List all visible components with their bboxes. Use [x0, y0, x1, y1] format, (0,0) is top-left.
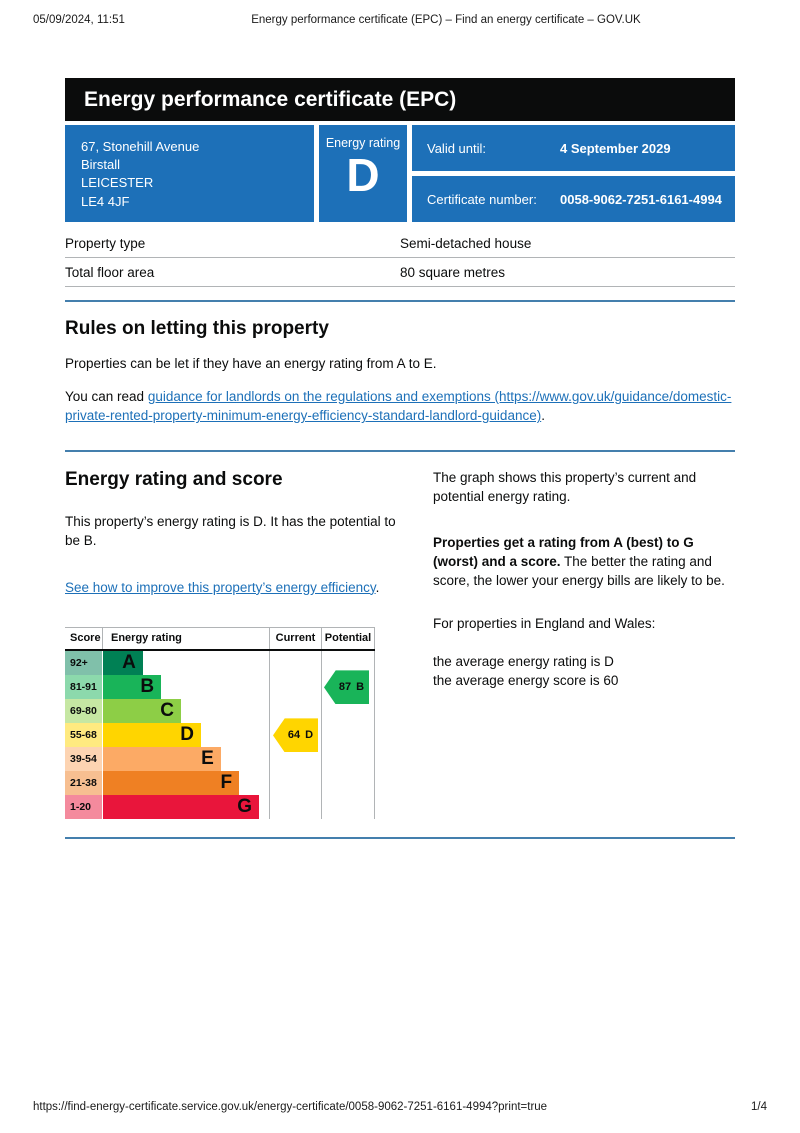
- energy-rating-value: D: [346, 149, 380, 201]
- band-score-range: 55-68: [65, 723, 103, 748]
- rules-read-prefix: You can read: [65, 388, 148, 404]
- epc-band-row: 92+ A: [65, 651, 375, 676]
- section-divider: [65, 837, 735, 840]
- row-value: 80 square metres: [400, 265, 506, 280]
- potential-score: 87: [338, 681, 352, 694]
- epc-band-row: 21-38 F: [65, 771, 375, 796]
- band-letter: B: [140, 676, 155, 698]
- certificate-number-box: Certificate number: 0058-9062-7251-6161-…: [412, 176, 735, 222]
- section-divider: [65, 300, 735, 302]
- table-row: Property type Semi-detached house: [65, 229, 735, 258]
- average-score-line: the average energy score is 60: [433, 672, 619, 688]
- address-line: Birstall: [81, 157, 121, 173]
- graph-description: The graph shows this property’s current …: [433, 469, 697, 504]
- valid-until-label: Valid until:: [427, 140, 487, 156]
- chart-header-score: Score: [65, 628, 103, 650]
- current-band: D: [305, 729, 314, 742]
- footer-url: https://find-energy-certificate.service.…: [33, 1101, 548, 1113]
- print-footer: https://find-energy-certificate.service.…: [33, 1101, 767, 1113]
- valid-until-box: Valid until: 4 September 2029: [412, 125, 735, 171]
- band-score-range: 81-91: [65, 675, 103, 700]
- chart-header-rating: Energy rating: [103, 628, 270, 650]
- certificate-number-value: 0058-9062-7251-6161-4994: [560, 191, 722, 207]
- print-date: 05/09/2024, 11:51: [33, 14, 125, 26]
- rating-left-column: Energy rating and score This property’s …: [65, 469, 397, 820]
- row-value: Semi-detached house: [400, 236, 532, 251]
- rating-section: Energy rating and score This property’s …: [65, 469, 735, 820]
- rules-sentence-end: .: [541, 408, 545, 424]
- improve-efficiency-paragraph: See how to improve this property’s energ…: [65, 578, 397, 598]
- band-letter: F: [220, 772, 233, 794]
- average-rating-line: the average energy rating is D: [433, 654, 614, 670]
- band-bar: A: [103, 651, 143, 676]
- link-suffix: .: [375, 579, 380, 595]
- epc-band-row: 1-20 G: [65, 795, 375, 820]
- rules-guidance-paragraph: You can read guidance for landlords on t…: [65, 387, 735, 426]
- epc-chart-header: Score Energy rating Current Potential: [65, 628, 375, 652]
- band-letter: G: [237, 796, 253, 818]
- band-score-range: 21-38: [65, 771, 103, 796]
- address-line: LE4 4JF: [81, 193, 130, 209]
- epc-band-row: 69-80 C: [65, 699, 375, 724]
- rating-right-column: The graph shows this property’s current …: [433, 469, 735, 820]
- band-letter: D: [180, 724, 194, 746]
- band-score-range: 92+: [65, 651, 103, 676]
- row-label: Property type: [65, 236, 146, 251]
- rating-explanation-bold: Properties get a rating from A (best) to…: [433, 535, 694, 570]
- energy-rating-box: Energy rating D: [319, 125, 407, 222]
- table-row: Total floor area 80 square metres: [65, 258, 735, 287]
- property-table: Property type Semi-detached house Total …: [65, 229, 735, 287]
- epc-band-row: 55-68 D: [65, 723, 375, 748]
- band-score-range: 39-54: [65, 747, 103, 772]
- print-doc-title: Energy performance certificate (EPC) – F…: [251, 14, 641, 26]
- potential-band: B: [356, 681, 365, 694]
- rating-heading: Energy rating and score: [65, 468, 283, 490]
- certificate-page-content: Energy performance certificate (EPC) 67,…: [65, 78, 735, 840]
- address-box: 67, Stonehill Avenue Birstall LEICESTER …: [65, 125, 314, 222]
- rating-paragraph: This property’s energy rating is D. It h…: [65, 513, 396, 549]
- epc-band-row: 39-54 E: [65, 747, 375, 772]
- band-letter: E: [201, 748, 214, 770]
- band-bar: C: [103, 699, 182, 724]
- certificate-banner: Energy performance certificate (EPC): [65, 78, 735, 121]
- band-bar: G: [103, 795, 260, 820]
- band-bar: F: [103, 771, 240, 796]
- chart-header-potential: Potential: [322, 628, 375, 650]
- chart-header-current: Current: [270, 628, 322, 650]
- page-indicator: 1/4: [751, 1101, 767, 1113]
- row-label: Total floor area: [65, 265, 155, 280]
- landlord-guidance-link[interactable]: guidance for landlords on the regulation…: [65, 388, 732, 424]
- rules-heading: Rules on letting this property: [65, 318, 329, 339]
- certificate-summary: 67, Stonehill Avenue Birstall LEICESTER …: [65, 125, 735, 222]
- rating-explanation: Properties get a rating from A (best) to…: [433, 534, 735, 591]
- energy-rating-label: Energy rating: [325, 136, 401, 150]
- valid-until-value: 4 September 2029: [560, 140, 671, 156]
- rating-explanation-rest: The better the rating and score, the low…: [433, 554, 725, 589]
- rules-paragraph: Properties can be let if they have an en…: [65, 356, 437, 371]
- epc-chart: Score Energy rating Current Potential 92…: [65, 627, 375, 820]
- band-bar: D: [103, 723, 201, 748]
- address-line: LEICESTER: [81, 175, 154, 191]
- band-score-range: 69-80: [65, 699, 103, 724]
- band-bar: E: [103, 747, 221, 772]
- current-score: 64: [287, 729, 301, 742]
- validity-column: Valid until: 4 September 2029 Certificat…: [412, 125, 735, 222]
- address-line: 67, Stonehill Avenue: [81, 139, 200, 154]
- print-header: 05/09/2024, 11:51 Energy performance cer…: [33, 14, 767, 26]
- band-score-range: 1-20: [65, 795, 103, 820]
- band-letter: C: [160, 700, 175, 722]
- banner-title: Energy performance certificate (EPC): [84, 87, 457, 111]
- epc-band-row: 81-91 B: [65, 675, 375, 700]
- england-wales-note: For properties in England and Wales:: [433, 616, 656, 632]
- band-letter: A: [122, 652, 136, 674]
- certificate-number-label: Certificate number:: [427, 191, 537, 207]
- section-divider: [65, 449, 735, 452]
- improve-efficiency-link[interactable]: See how to improve this property’s energ…: [65, 579, 376, 595]
- band-bar: B: [103, 675, 162, 700]
